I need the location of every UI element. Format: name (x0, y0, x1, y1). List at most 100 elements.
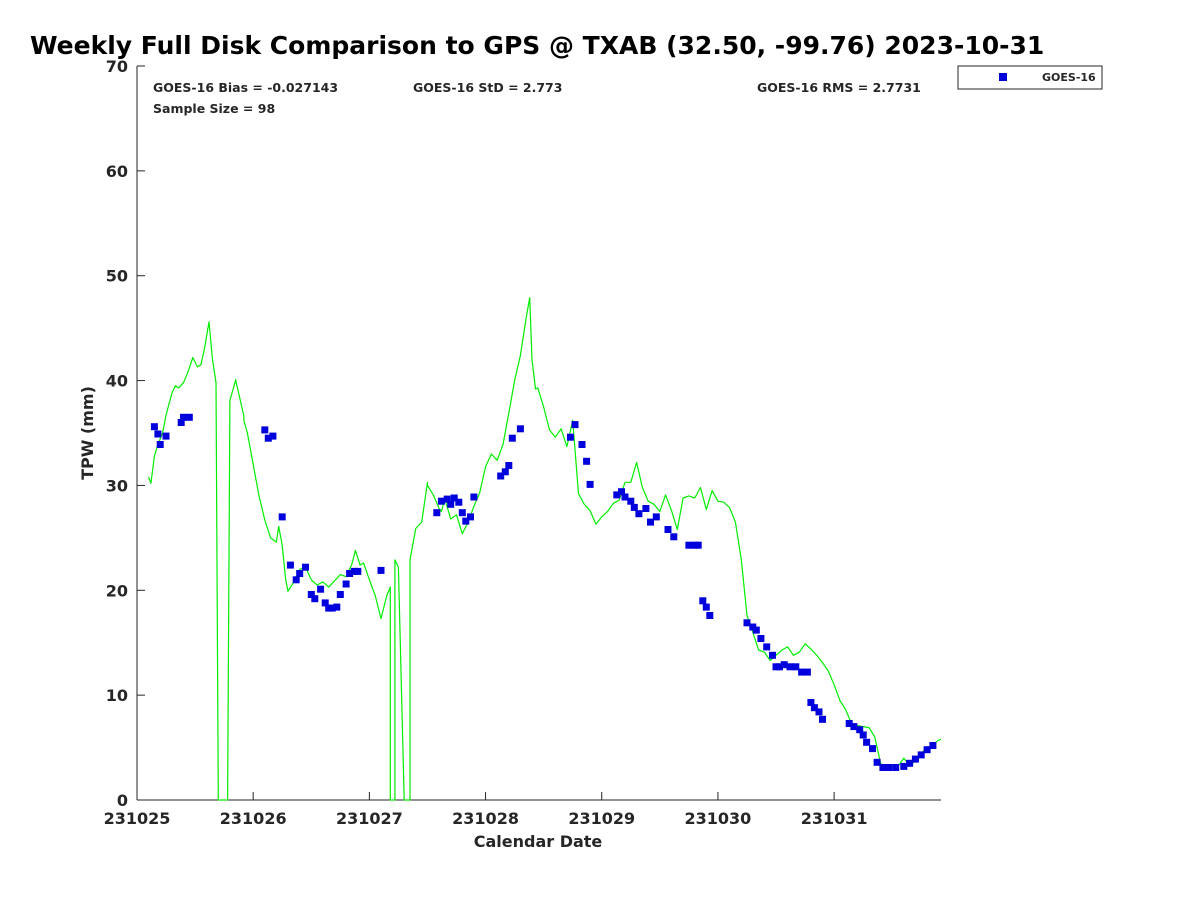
goes-point (437, 497, 445, 505)
goes-point (156, 441, 164, 448)
goes-point (856, 726, 864, 734)
goes-point (917, 751, 925, 759)
goes-point (769, 651, 776, 659)
goes-point (780, 661, 788, 669)
goes-point (635, 510, 643, 518)
goes-point (346, 570, 354, 577)
legend-goes-label: GOES-16 (1042, 71, 1096, 84)
goes-point (757, 635, 765, 642)
y-axis-label: TPW (mm) (78, 386, 97, 480)
goes-point (863, 738, 871, 746)
goes-point (642, 505, 650, 512)
goes-point (180, 413, 187, 421)
goes-point (336, 591, 344, 598)
goes-point (292, 576, 300, 584)
x-tick-label: 231031 (801, 809, 868, 828)
goes-point (803, 668, 811, 676)
y-tick-label: 70 (106, 57, 128, 76)
goes-point (458, 509, 466, 517)
bias-stat: GOES-16 Bias = -0.027143 (153, 80, 338, 95)
legend-box (957, 65, 1103, 90)
goes-point (566, 433, 574, 441)
goes-point (586, 480, 594, 488)
goes-point (447, 500, 455, 508)
std-stat: GOES-16 StD = 2.773 (413, 80, 562, 95)
goes-point (185, 413, 193, 421)
legend: GOES-16 (957, 65, 1103, 90)
goes-point (699, 597, 707, 605)
goes-point (618, 488, 625, 496)
goes-point (470, 493, 478, 501)
goes-point (443, 495, 451, 503)
goes-point (516, 425, 524, 433)
axes-frame (136, 66, 941, 801)
goes-point (261, 426, 269, 434)
y-tick-label: 0 (117, 791, 128, 810)
goes-point (467, 513, 474, 521)
goes-point (685, 541, 693, 549)
goes-point (776, 663, 783, 671)
goes-point (354, 567, 362, 575)
goes-point (664, 526, 672, 533)
goes-point (819, 715, 826, 723)
goes-point (505, 462, 513, 469)
goes-point (278, 513, 286, 521)
goes-point (455, 498, 463, 506)
goes-point (923, 746, 931, 754)
goes-point (845, 720, 853, 727)
goes-point (613, 491, 621, 499)
chart-title: Weekly Full Disk Comparison to GPS @ TXA… (30, 31, 1044, 60)
goes-point (873, 758, 881, 766)
y-tick-label: 10 (106, 686, 128, 705)
goes-point (497, 472, 505, 480)
x-tick-label: 231028 (452, 809, 519, 828)
goes-point (670, 533, 678, 541)
goes-point (810, 704, 818, 712)
goes-point (307, 591, 315, 598)
x-tick-label: 231026 (220, 809, 287, 828)
goes-point (571, 421, 579, 429)
x-tick-label: 231025 (104, 809, 171, 828)
x-tick-label: 231027 (336, 809, 403, 828)
goes-point (286, 561, 294, 569)
goes-point (508, 434, 516, 442)
rms-stat: GOES-16 RMS = 2.7731 (757, 80, 921, 95)
x-tick-label: 231030 (685, 809, 752, 828)
goes-point (321, 599, 329, 607)
goes-point (302, 563, 309, 571)
goes-point (162, 432, 170, 440)
goes-point (433, 509, 441, 517)
y-tick-label: 60 (106, 162, 128, 181)
plot-area: 0 10 20 30 40 50 60 70 231025 231026 231027 231028… (104, 57, 942, 828)
goes-point (269, 432, 277, 440)
goes-point (850, 723, 858, 731)
y-tick-label: 50 (106, 267, 128, 286)
goes-point (264, 434, 272, 442)
gps-line (148, 297, 942, 801)
goes-point (706, 612, 714, 619)
goes-point (177, 419, 185, 426)
goes-point (702, 603, 710, 611)
goes-point (798, 668, 806, 676)
goes-point (462, 517, 470, 525)
y-tick-label: 30 (106, 476, 128, 495)
goes-point (792, 663, 800, 671)
goes-point (879, 764, 887, 771)
goes-point (906, 759, 914, 767)
goes-point (342, 580, 350, 588)
goes-point (377, 566, 385, 574)
goes-point (786, 663, 794, 671)
goes-point (583, 457, 591, 465)
x-tick-label: 231029 (568, 809, 635, 828)
goes-point (900, 762, 908, 770)
x-axis-ticks: 231025 231026 231027 231028 231029 231030 2310… (104, 792, 868, 828)
goes-point (869, 745, 876, 753)
goes-point (328, 604, 336, 612)
gps-series (148, 297, 942, 801)
goes-point (627, 497, 635, 505)
goes-point (154, 430, 162, 438)
goes-point (763, 643, 771, 651)
y-tick-label: 40 (106, 372, 128, 391)
